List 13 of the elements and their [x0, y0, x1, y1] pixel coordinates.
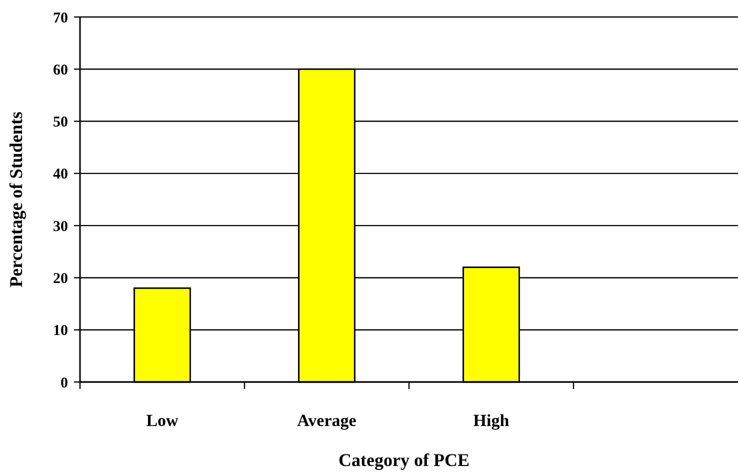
- y-tick-label: 20: [53, 270, 68, 287]
- x-axis-title: Category of PCE: [338, 450, 470, 470]
- y-tick-label: 40: [53, 166, 68, 183]
- y-tick-label: 30: [53, 218, 68, 235]
- y-tick-label: 60: [53, 62, 68, 78]
- y-axis-title: Percentage of Students: [6, 112, 26, 288]
- y-tick-label: 0: [60, 375, 68, 392]
- x-tick-label: High: [473, 411, 510, 430]
- x-tick-label: Low: [146, 411, 180, 430]
- y-tick-label: 70: [53, 10, 68, 26]
- y-tick-label: 10: [53, 323, 68, 340]
- y-tick-label: 50: [53, 114, 68, 131]
- x-tick-label: Average: [297, 411, 357, 430]
